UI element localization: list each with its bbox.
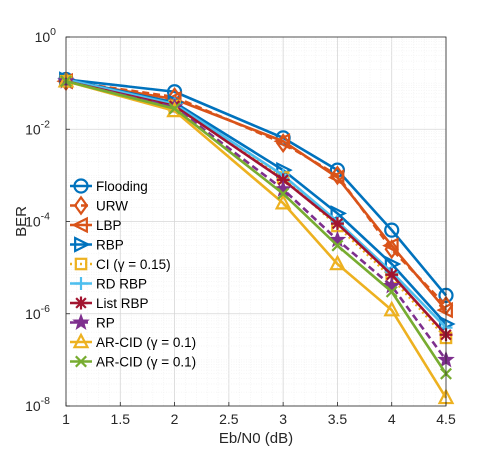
series-line <box>65 78 447 297</box>
legend-item: AR-CID (γ = 0.1) <box>70 355 196 370</box>
data-point <box>277 187 290 200</box>
data-point <box>273 132 291 150</box>
legend-item: Flooding <box>70 178 148 194</box>
legend-label: Flooding <box>96 179 148 194</box>
legend: Flooding URW LBP RBP CI (γ = 0.15) RD RBP List… <box>70 178 196 370</box>
series-line <box>65 79 448 399</box>
x-tick-label: 2.5 <box>219 411 239 427</box>
y-axis-label: BER <box>13 206 30 237</box>
y-tick-exponent: -2 <box>41 118 50 130</box>
data-point <box>276 173 290 187</box>
series-line <box>65 79 448 375</box>
data-point <box>330 217 344 231</box>
data-point <box>383 300 401 317</box>
legend-label: AR-CID (γ = 0.1) <box>96 335 196 350</box>
y-tick-exponent: -6 <box>41 303 50 315</box>
legend-label: AR-CID (γ = 0.1) <box>96 355 196 370</box>
data-point <box>436 301 453 319</box>
legend-label: LBP <box>96 218 122 233</box>
x-tick-label: 2 <box>171 411 179 427</box>
legend-label: URW <box>96 199 128 214</box>
legend-label: RD RBP <box>96 277 147 292</box>
x-tick-label: 4 <box>388 411 396 427</box>
data-point <box>327 169 345 186</box>
legend-label: List RBP <box>96 296 149 311</box>
x-tick-label: 3 <box>279 411 287 427</box>
series-line <box>65 78 447 329</box>
legend-item: LBP <box>70 216 122 234</box>
data-point <box>385 268 399 282</box>
legend-item: RD RBP <box>70 277 147 292</box>
x-axis-label: Eb/N0 (dB) <box>219 430 293 447</box>
grid <box>65 37 447 407</box>
x-tick-label: 1.5 <box>111 411 131 427</box>
legend-item: CI (γ = 0.15) <box>70 257 171 272</box>
legend-item: URW <box>70 195 128 216</box>
y-tick-exponent: 0 <box>50 26 56 38</box>
data-point <box>331 239 344 252</box>
legend-label: RP <box>96 316 115 331</box>
series-line <box>65 78 447 325</box>
y-tick-exponent: -8 <box>41 395 50 407</box>
x-tick-label: 4.5 <box>436 411 456 427</box>
legend-item: AR-CID (γ = 0.1) <box>70 332 196 350</box>
legend-item: RP <box>70 313 115 331</box>
data-point <box>328 230 347 248</box>
data-point <box>382 276 401 294</box>
legend-label: CI (γ = 0.15) <box>96 257 171 272</box>
data-point <box>384 222 400 238</box>
series-9 <box>57 71 455 405</box>
data-point <box>385 285 398 298</box>
data-point <box>73 195 89 216</box>
data-point <box>382 237 399 254</box>
data-point <box>168 102 181 115</box>
legend-item: RBP <box>70 236 124 253</box>
data-point <box>274 193 292 210</box>
legend-item: List RBP <box>70 296 149 311</box>
y-tick-exponent: -4 <box>41 211 50 223</box>
x-tick-label: 3.5 <box>328 411 348 427</box>
data-point <box>329 254 346 271</box>
legend-label: RBP <box>96 238 124 253</box>
x-tick-label: 1 <box>62 411 70 427</box>
series-line <box>65 79 447 311</box>
